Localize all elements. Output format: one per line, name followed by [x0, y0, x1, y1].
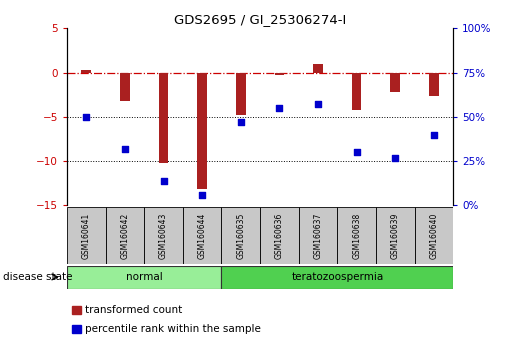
Bar	[260, 207, 299, 264]
Point	[82, 114, 91, 120]
Bar	[352, 73, 362, 110]
Point	[314, 102, 322, 107]
Point	[121, 146, 129, 152]
Bar	[390, 73, 400, 92]
Bar	[415, 207, 453, 264]
Text: GSM160635: GSM160635	[236, 212, 245, 259]
Point	[159, 178, 167, 183]
Text: normal: normal	[126, 272, 163, 282]
Point	[430, 132, 438, 137]
Text: GSM160644: GSM160644	[198, 212, 207, 259]
Bar	[337, 207, 376, 264]
Bar	[236, 73, 246, 115]
Bar	[159, 73, 168, 163]
Text: GSM160643: GSM160643	[159, 212, 168, 259]
Title: GDS2695 / GI_25306274-I: GDS2695 / GI_25306274-I	[174, 13, 346, 26]
Bar	[299, 207, 337, 264]
Point	[236, 119, 245, 125]
Bar	[81, 70, 91, 73]
Bar	[67, 266, 221, 289]
Point	[198, 192, 206, 198]
Text: disease state: disease state	[3, 272, 72, 282]
Text: GSM160640: GSM160640	[430, 212, 438, 259]
Text: GSM160641: GSM160641	[82, 212, 91, 258]
Text: GSM160642: GSM160642	[121, 212, 129, 258]
Text: percentile rank within the sample: percentile rank within the sample	[85, 324, 261, 334]
Bar	[183, 207, 221, 264]
Point	[352, 149, 360, 155]
Text: GSM160636: GSM160636	[275, 212, 284, 259]
Bar	[120, 73, 130, 101]
Bar	[106, 207, 144, 264]
Bar	[313, 64, 323, 73]
Text: GSM160639: GSM160639	[391, 212, 400, 259]
Text: GSM160638: GSM160638	[352, 212, 361, 258]
Bar	[429, 73, 439, 97]
Bar	[376, 207, 415, 264]
Text: teratozoospermia: teratozoospermia	[291, 272, 384, 282]
Text: transformed count: transformed count	[85, 305, 182, 315]
Bar	[144, 207, 183, 264]
Point	[391, 155, 400, 160]
Text: GSM160637: GSM160637	[314, 212, 322, 259]
Bar	[221, 207, 260, 264]
Bar	[221, 266, 453, 289]
Bar	[67, 207, 106, 264]
Bar	[197, 73, 207, 189]
Bar	[274, 73, 284, 75]
Point	[275, 105, 283, 111]
